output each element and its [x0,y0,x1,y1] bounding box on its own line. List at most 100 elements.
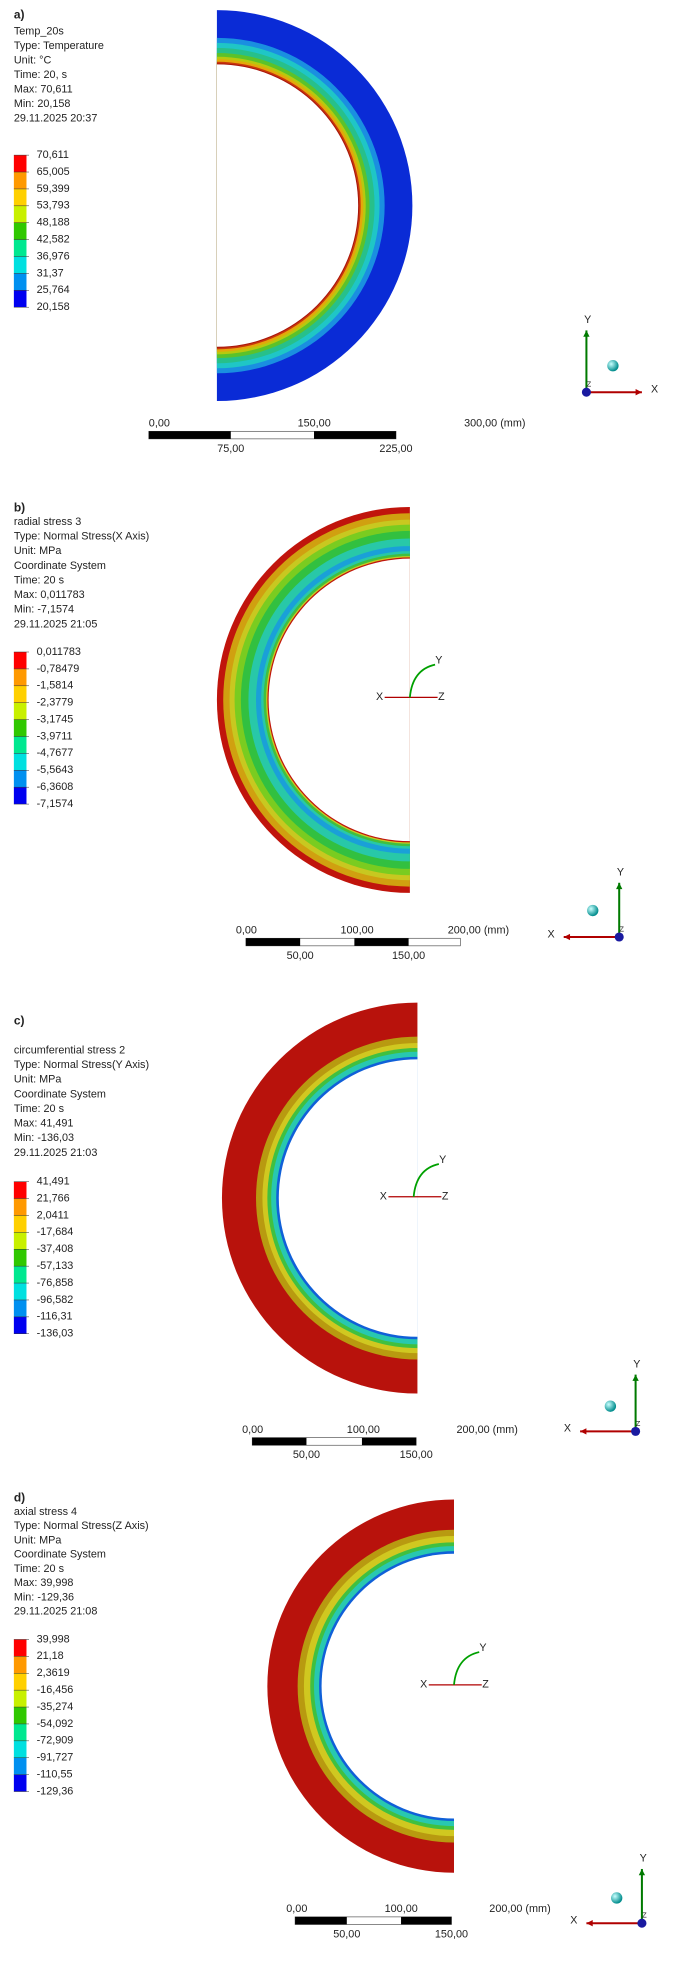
scale-bar [314,431,396,439]
center-y-axis [412,1163,440,1197]
panel-label: a) [14,7,25,21]
legend-swatch [13,188,27,206]
panel-label: d) [14,1490,25,1504]
center-y-label: Y [435,655,442,667]
info-line: Time: 20 s [14,1563,65,1575]
info-line: 29.11.2025 21:05 [14,618,97,630]
legend-value: -17,684 [37,1226,74,1238]
scale-label: 150,00 [435,1928,468,1940]
scale-label: 0,00 [236,925,257,937]
legend-swatch [13,1723,27,1741]
legend-value: 25,764 [37,284,70,296]
info-line: Unit: MPa [14,1534,63,1546]
info-line: axial stress 4 [14,1506,77,1518]
center-y-axis [453,1651,480,1685]
info-line: Max: 39,998 [14,1577,74,1589]
info-line: Max: 70,611 [14,83,73,95]
triad-x-axis-head [586,1920,593,1927]
panel-label: c) [14,1014,25,1028]
legend-value: -35,274 [37,1701,74,1713]
triad-x-axis-head [635,389,642,396]
legend-swatch [13,1639,27,1657]
triad-sphere [607,360,619,372]
legend-swatch [13,1316,27,1334]
legend-value: -57,133 [37,1260,74,1272]
legend-value: 70,611 [37,149,69,161]
legend-value: 39,998 [37,1633,70,1645]
legend-value: 36,976 [37,250,70,262]
legend-value: -3,1745 [37,713,74,725]
triad-z-axis [637,1918,647,1928]
legend-swatch [13,1656,27,1674]
scale-label: 100,00 [341,925,374,937]
info-line: Max: 41,491 [14,1118,74,1130]
legend-swatch [13,668,27,686]
triad-x-axis-head [580,1428,587,1435]
legend-value: -116,31 [37,1311,73,1323]
scale-label: 50,00 [287,950,314,962]
legend-value: 31,37 [37,267,64,279]
legend-value: -3,9711 [37,730,73,742]
info-line: Type: Temperature [14,40,104,52]
triad-y-label: Y [633,1358,640,1370]
legend-value: -2,3779 [37,697,74,709]
legend-swatch [13,290,27,308]
legend-value: -6,3608 [37,781,74,793]
legend-value: -7,1574 [37,798,74,810]
triad-z-axis [631,1426,641,1436]
legend-swatch [13,1774,27,1792]
legend-swatch [13,736,27,754]
info-line: Time: 20 s [14,1103,65,1115]
legend-swatch [13,1299,27,1317]
legend-value: 21,18 [37,1650,64,1662]
legend-swatch [13,205,27,223]
legend-value: -76,858 [37,1277,74,1289]
info-line: radial stress 3 [14,516,81,528]
info-line: 29.11.2025 21:03 [14,1147,97,1159]
legend-swatch [13,685,27,703]
legend-value: 65,005 [37,166,70,178]
triad-y-label: Y [617,867,624,879]
center-x-label: X [420,1679,427,1691]
info-line: circumferential stress 2 [14,1044,125,1056]
legend-value: -37,408 [37,1243,74,1255]
legend-value: -91,727 [37,1752,74,1764]
legend-swatch [13,1283,27,1300]
scale-label: 0,00 [242,1424,263,1436]
scale-label: 75,00 [217,443,244,455]
scale-bar [295,1916,347,1925]
bore [268,558,410,842]
info-line: 29.11.2025 21:08 [14,1606,97,1618]
center-y-label: Y [479,1642,486,1654]
legend-swatch [13,273,27,291]
bore [278,1059,418,1337]
legend-swatch [13,1673,27,1691]
legend-swatch [13,1707,27,1724]
info-line: Unit: MPa [14,1074,63,1086]
legend-value: 42,582 [37,233,70,245]
scale-label: 200,00 (mm) [448,925,509,937]
legend-value: -1,5814 [37,680,74,692]
center-x-label: X [380,1191,387,1203]
info-line: Min: -7,1574 [14,604,74,616]
legend-value: -72,909 [37,1735,74,1747]
triad-sphere [604,1400,617,1412]
info-line: Min: -129,36 [14,1591,74,1603]
legend-value: -96,582 [37,1294,74,1306]
triad-y-axis-head [638,1868,646,1876]
triad-z-axis [614,932,624,942]
legend-value: 48,188 [37,217,70,229]
info-line: Unit: °C [14,54,52,66]
scale-label: 300,00 (mm) [464,418,525,430]
scale-bar [252,1437,307,1446]
legend-swatch [13,702,27,720]
legend-swatch [13,1740,27,1758]
triad-x-label: X [564,1423,571,1435]
info-line: Coordinate System [14,1088,106,1100]
panel-label: b) [14,500,25,514]
bore [216,64,359,347]
triad-x-label: X [548,928,555,940]
triad-y-axis-head [616,882,623,890]
info-line: Type: Normal Stress(X Axis) [14,531,149,543]
scale-label: 150,00 [298,418,331,430]
